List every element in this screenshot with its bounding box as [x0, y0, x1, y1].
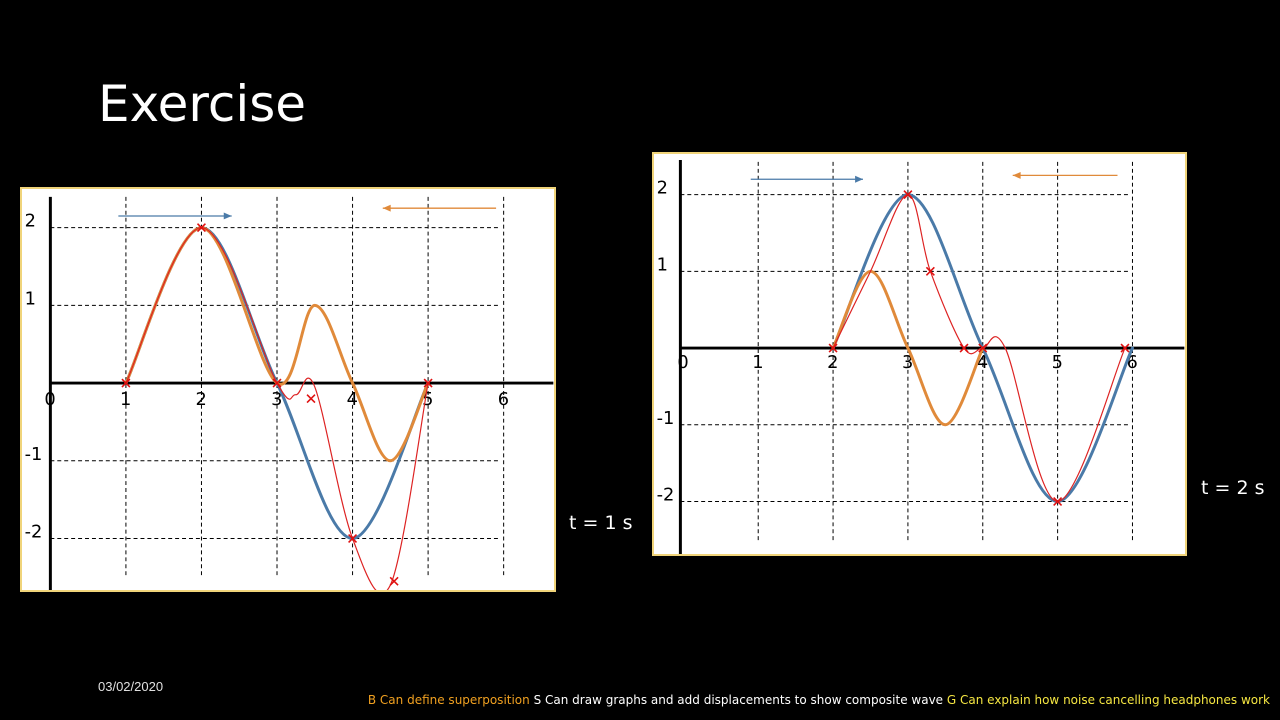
cross-stroke [1053, 497, 1063, 507]
y-tick-label: -2 [25, 522, 43, 543]
cross-stroke [306, 394, 316, 404]
cross-marker [196, 223, 206, 233]
graph-t1: 0 1 2 3 4 5 6 2 1 -1 -2 [25, 196, 554, 590]
x-tick-label: 1 [120, 389, 131, 410]
orange-wave-line [831, 269, 985, 427]
y-tick-label: 1 [25, 288, 36, 309]
graph-panel-t1: 0 1 2 3 4 5 6 2 1 -1 -2 [20, 187, 556, 592]
x-tick-label: 4 [977, 352, 988, 373]
y-tick-label: 1 [657, 254, 668, 275]
x-tick-label: 3 [271, 389, 282, 410]
y-tick-label: -2 [657, 485, 675, 506]
cross-stroke [423, 378, 433, 388]
graph-panel-t2: 0 1 2 3 4 5 6 2 1 -1 -2 [652, 152, 1187, 556]
cross-marker [1120, 343, 1130, 353]
learning-objectives: B Can define superposition S Can draw gr… [368, 693, 1270, 707]
y-tick-label: 2 [25, 211, 36, 232]
y-tick-label: 2 [657, 178, 668, 199]
objective-g: G Can explain how noise cancelling headp… [946, 693, 1270, 707]
cross-stroke [1120, 343, 1130, 353]
x-tick-label: 5 [1052, 352, 1063, 373]
gridlines [50, 196, 505, 578]
cross-marker [1053, 497, 1063, 507]
graph-t2: 0 1 2 3 4 5 6 2 1 -1 -2 [657, 159, 1185, 554]
cross-stroke [121, 378, 131, 388]
cross-stroke [389, 576, 399, 586]
cross-marker [959, 343, 969, 353]
blue-arrow-head [223, 212, 232, 220]
cross-marker [423, 378, 433, 388]
x-tick-label: 2 [196, 389, 207, 410]
cross-stroke [925, 266, 935, 276]
cross-stroke [959, 343, 969, 353]
x-tick-label: 5 [422, 389, 433, 410]
cross-stroke [196, 223, 206, 233]
objective-s: S Can draw graphs and add displacements … [533, 693, 944, 707]
x-tick-label: 0 [677, 352, 688, 373]
cross-marker [925, 266, 935, 276]
cross-marker [978, 343, 988, 353]
cross-stroke [903, 190, 913, 200]
x-tick-label: 1 [752, 352, 763, 373]
x-tick-label: 0 [44, 389, 55, 410]
cross-marker [272, 378, 282, 388]
objective-b: B Can define superposition [367, 693, 530, 707]
y-tick-label: -1 [25, 444, 43, 465]
blue-arrow-head [855, 175, 864, 183]
orange-arrow-head [1012, 171, 1021, 179]
cross-stroke [272, 378, 282, 388]
slide-title: Exercise [98, 75, 307, 133]
cross-marker [121, 378, 131, 388]
cross-stroke [978, 343, 988, 353]
x-tick-label: 6 [1127, 352, 1138, 373]
time-label-t2: t = 2 s [1201, 477, 1265, 499]
cross-marker [389, 576, 399, 586]
x-tick-label: 3 [902, 352, 913, 373]
cross-marker [828, 343, 838, 353]
orange-arrow-head [382, 204, 391, 212]
slide-date: 03/02/2020 [98, 679, 164, 694]
x-tick-label: 2 [827, 352, 838, 373]
x-tick-label: 6 [498, 389, 509, 410]
cross-stroke [348, 533, 358, 544]
cross-marker [306, 394, 316, 404]
time-label-t1: t = 1 s [569, 512, 633, 534]
x-tick-label: 4 [347, 389, 358, 410]
cross-stroke [828, 343, 838, 353]
y-tick-label: -1 [657, 408, 675, 429]
cross-marker [348, 533, 358, 544]
cross-marker [903, 190, 913, 200]
